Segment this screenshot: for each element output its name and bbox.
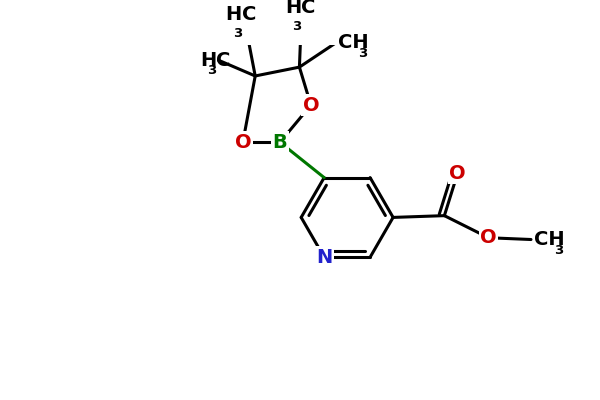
Text: O: O bbox=[449, 164, 466, 183]
Text: CH: CH bbox=[533, 230, 564, 249]
Text: O: O bbox=[480, 228, 497, 247]
Text: C: C bbox=[217, 50, 231, 70]
Text: C: C bbox=[242, 5, 256, 24]
Text: H: H bbox=[226, 5, 242, 24]
Text: 3: 3 bbox=[207, 64, 217, 76]
Text: 3: 3 bbox=[292, 20, 301, 33]
Text: O: O bbox=[235, 133, 251, 152]
Text: C: C bbox=[301, 0, 316, 17]
Text: H: H bbox=[285, 0, 301, 17]
Text: H: H bbox=[200, 50, 217, 70]
Text: 3: 3 bbox=[554, 244, 563, 257]
Text: O: O bbox=[302, 96, 319, 115]
Text: B: B bbox=[272, 133, 287, 152]
Text: CH: CH bbox=[338, 33, 369, 52]
Text: 3: 3 bbox=[233, 27, 242, 40]
Text: N: N bbox=[316, 248, 332, 267]
Text: 3: 3 bbox=[358, 47, 367, 60]
